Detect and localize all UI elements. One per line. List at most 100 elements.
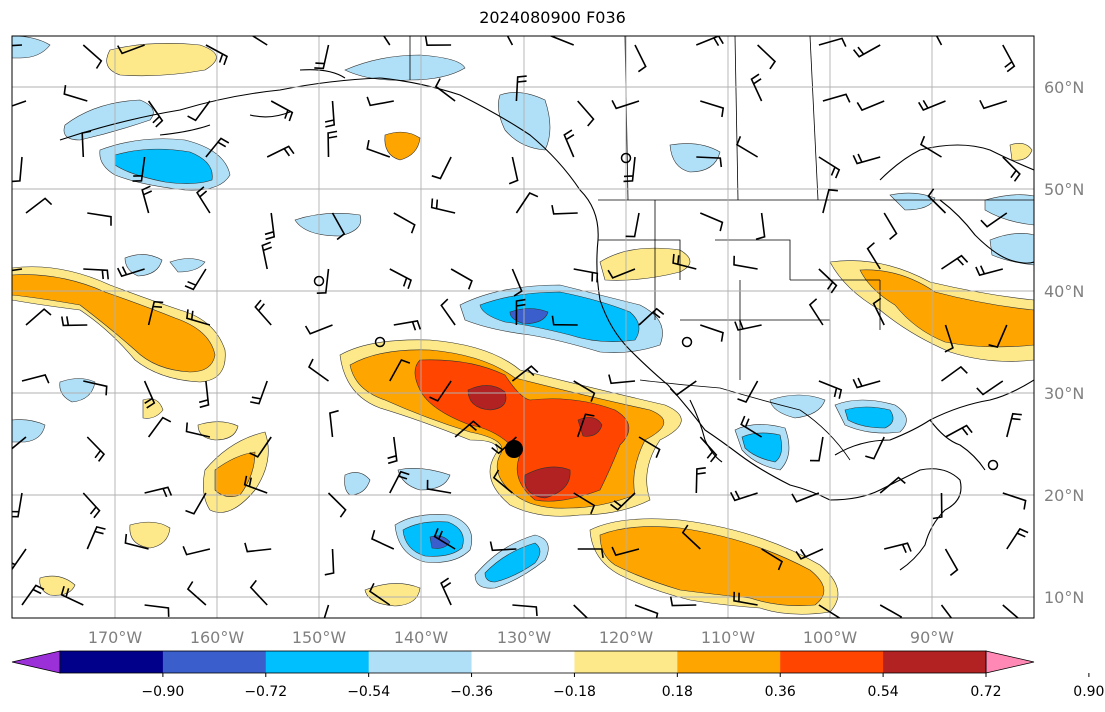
wind-barb [935, 36, 943, 46]
wind-barb [12, 436, 27, 450]
longitude-labels: 170°W 160°W 150°W 140°W 130°W 120°W 110°… [88, 628, 954, 647]
colorbar [11, 650, 1035, 674]
lat-label: 20°N [1044, 486, 1084, 505]
wind-barb [205, 44, 228, 66]
wind-barb [270, 100, 294, 122]
wind-barb [1002, 156, 1021, 182]
wind-barb [988, 324, 1008, 348]
wind-barb [440, 298, 456, 326]
wind-barb [865, 436, 885, 460]
wind-barb [261, 241, 272, 270]
wind-barb [638, 307, 665, 326]
anomaly-contours [12, 36, 1034, 615]
wind-barb [515, 298, 526, 326]
wind-barb [808, 298, 824, 326]
wind-barb [141, 185, 153, 214]
wind-barb [184, 268, 207, 291]
wind-barb [736, 135, 759, 158]
wind-barb [920, 135, 942, 158]
wind-barb [979, 99, 1008, 110]
wind-barb [611, 546, 640, 557]
wind-barb [818, 156, 841, 179]
wind-barb [695, 467, 706, 494]
wind-barb [856, 100, 885, 112]
wind-barb [430, 198, 456, 214]
wind-barb [918, 99, 946, 111]
wind-barb [83, 380, 108, 396]
wind-barb [696, 156, 723, 168]
wind-barb [132, 156, 146, 182]
wind-barb [371, 529, 395, 550]
lon-label: 110°W [701, 628, 756, 647]
map-title: 2024080900 F036 [479, 8, 626, 27]
wind-barb [573, 380, 596, 402]
wind-barb [551, 204, 578, 215]
wind-barb [124, 533, 149, 550]
wind-barb [366, 96, 394, 107]
wind-barb [669, 596, 697, 607]
wind-barb [327, 130, 338, 158]
wind-barb [563, 129, 575, 158]
wind-barb [21, 374, 50, 384]
graticule [12, 36, 1034, 618]
wind-barb [699, 212, 724, 232]
wind-barb [610, 492, 636, 511]
wind-barb [511, 365, 539, 382]
wind-barb [186, 309, 211, 326]
wind-barb [1002, 604, 1020, 618]
colorbar-bin [677, 651, 781, 673]
wind-barb [734, 320, 762, 331]
wind-barb [700, 324, 724, 342]
lon-label: 140°W [394, 628, 449, 647]
wind-barb [975, 265, 1004, 277]
wind-barb [822, 93, 851, 103]
location-marker [505, 440, 523, 458]
wind-barb [266, 145, 295, 158]
wind-barb [187, 100, 211, 122]
lat-label: 30°N [1044, 384, 1084, 403]
colorbar-tick-label: 0.18 [662, 684, 693, 700]
wind-barb [324, 548, 335, 576]
wind-barb [182, 545, 211, 556]
wind-barb [324, 100, 336, 128]
wind-barb [251, 36, 268, 46]
wind-barb [25, 308, 52, 326]
wind-barb [737, 380, 759, 403]
wind-barb [638, 436, 661, 459]
wind-barb [634, 44, 647, 73]
wind-barb [511, 268, 523, 297]
wind-barb [424, 36, 452, 47]
wind-barb [607, 268, 636, 279]
lon-label: 170°W [88, 628, 143, 647]
wind-barb [198, 380, 210, 409]
wind-barb [366, 139, 391, 158]
colorbar-tick-label: −0.90 [141, 684, 184, 700]
colorbar-bin [368, 651, 473, 673]
wind-barb [147, 100, 164, 128]
wind-barb [733, 591, 758, 606]
wind-barb [573, 492, 596, 515]
wind-barb [852, 377, 881, 389]
wind-barb [492, 469, 513, 494]
wind-barb [144, 486, 173, 498]
lon-label: 120°W [599, 628, 654, 647]
wind-barb [186, 581, 207, 606]
wind-barb [852, 44, 881, 58]
wind-barb [634, 604, 659, 618]
wind-barb [63, 84, 88, 102]
colorbar-bin [883, 651, 987, 673]
wind-barb [12, 492, 23, 518]
wind-barb [551, 315, 578, 326]
wind-barb [852, 153, 881, 165]
wind-barb [323, 604, 330, 618]
wind-barb [12, 268, 23, 272]
wind-barb [700, 100, 725, 118]
map-frame [11, 35, 1035, 619]
wind-barb [307, 358, 329, 382]
wind-barb [577, 548, 604, 559]
wind-barb [12, 100, 27, 107]
wind-barb [818, 268, 838, 294]
colorbar-extend-high [985, 650, 1035, 674]
wind-barb [944, 324, 954, 353]
